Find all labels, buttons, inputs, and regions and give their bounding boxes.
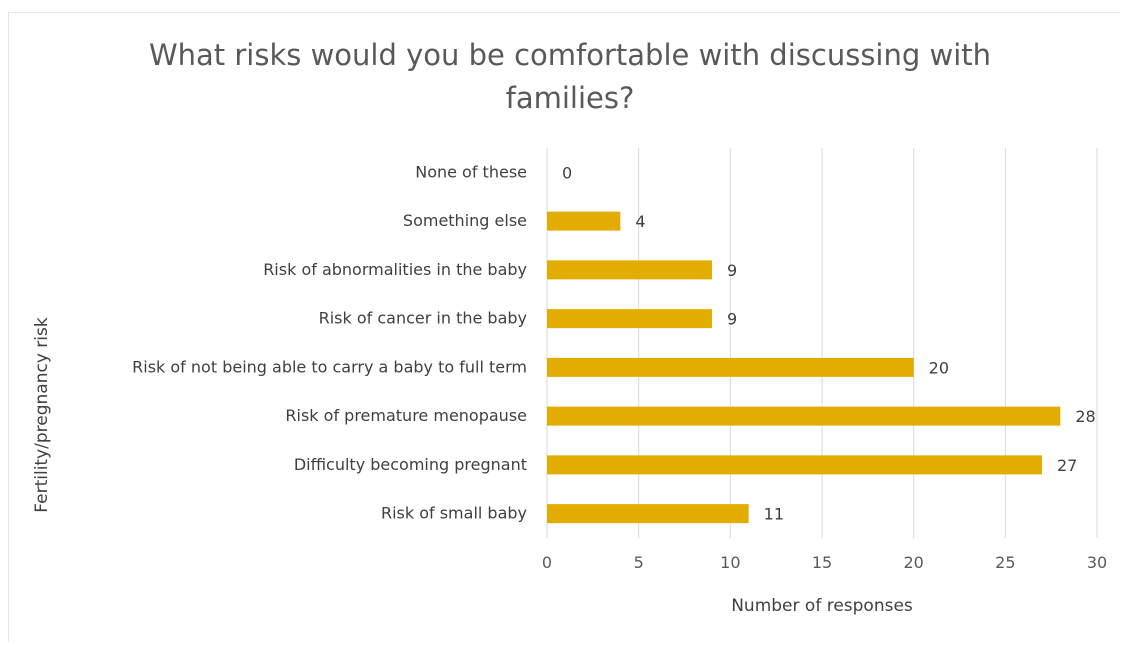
- x-tick-labels: 0 5 10 15 20 25 30: [542, 553, 1107, 572]
- data-label: 4: [635, 212, 645, 231]
- data-label: 9: [727, 261, 737, 280]
- category-labels: None of these Something else Risk of abnor…: [132, 162, 527, 522]
- data-label: 0: [562, 163, 572, 182]
- data-label: 9: [727, 310, 737, 329]
- category-label: Risk of abnormalities in the baby: [263, 260, 527, 279]
- category-label: Risk of not being able to carry a baby t…: [132, 357, 527, 376]
- category-label: Difficulty becoming pregnant: [294, 455, 527, 474]
- x-tick-label: 15: [812, 553, 832, 572]
- data-label: 27: [1057, 456, 1077, 475]
- data-label: 11: [764, 505, 784, 524]
- bar: [547, 211, 621, 231]
- y-axis-title: Fertility/pregnancy risk: [32, 317, 52, 513]
- x-axis-title: Number of responses: [731, 596, 913, 616]
- bar: [547, 260, 712, 280]
- x-tick-label: 0: [542, 553, 552, 572]
- category-label: Risk of premature menopause: [285, 406, 527, 425]
- chart-title-line-1: What risks would you be comfortable with…: [149, 38, 991, 72]
- chart-title-line-2: families?: [506, 81, 635, 115]
- x-tick-label: 20: [903, 553, 923, 572]
- gridlines: [546, 148, 1098, 538]
- category-label: Something else: [403, 211, 527, 230]
- x-tick-label: 10: [720, 553, 740, 572]
- data-label: 20: [929, 358, 949, 377]
- category-label: None of these: [415, 162, 527, 181]
- bar: [547, 309, 712, 329]
- bars: [547, 211, 1061, 524]
- bar: [547, 455, 1042, 475]
- x-tick-label: 5: [634, 553, 644, 572]
- category-label: Risk of cancer in the baby: [319, 309, 527, 328]
- x-tick-label: 30: [1087, 553, 1107, 572]
- bar: [547, 357, 914, 377]
- category-label: Risk of small baby: [381, 504, 527, 523]
- data-label: 28: [1075, 407, 1095, 426]
- bar: [547, 504, 749, 524]
- bar: [547, 406, 1061, 426]
- data-labels: 0 4 9 9 20 28 27 11: [562, 163, 1096, 523]
- x-tick-label: 25: [995, 553, 1015, 572]
